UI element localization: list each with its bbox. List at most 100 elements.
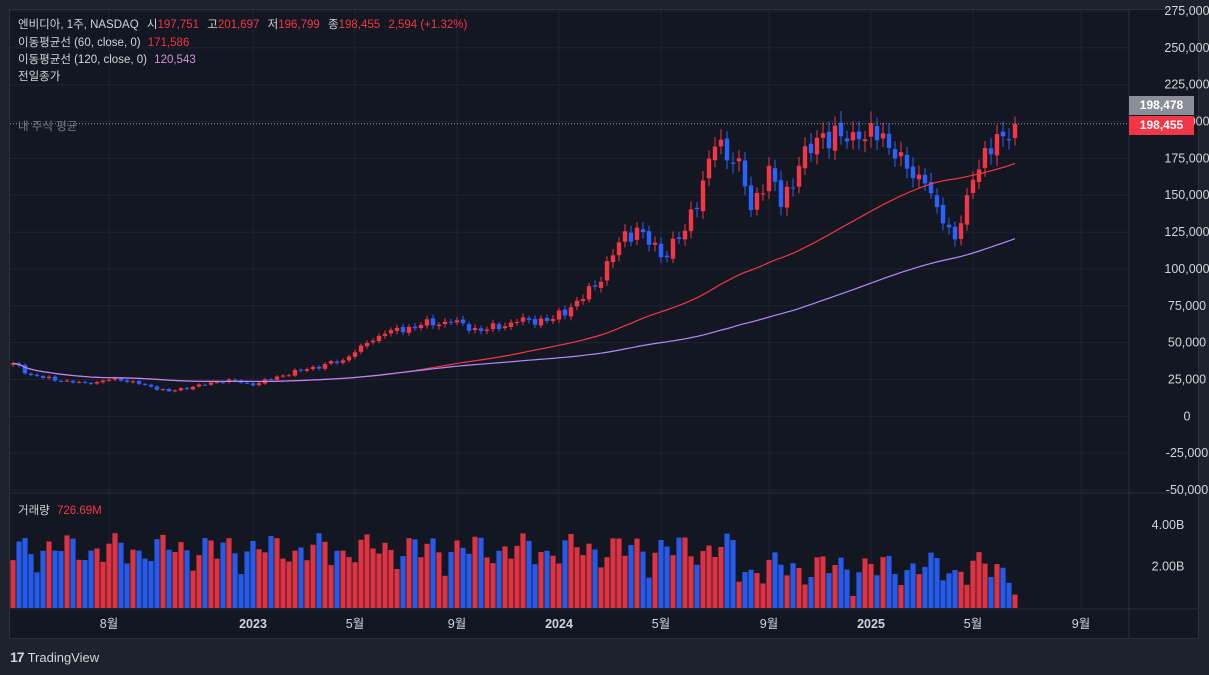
volume-bar <box>178 542 184 608</box>
candle-body <box>964 195 970 225</box>
volume-value: 726.69M <box>56 505 102 517</box>
volume-bar <box>28 554 34 608</box>
candle-body <box>166 388 172 392</box>
volume-bar <box>976 552 982 608</box>
volume-bar <box>856 572 862 608</box>
candle-body <box>250 383 256 386</box>
candle-body <box>730 162 736 164</box>
volume-bar <box>478 537 484 608</box>
volume-bar <box>634 538 640 608</box>
candle-body <box>526 318 532 320</box>
volume-bar <box>862 558 868 608</box>
candle-body <box>850 132 856 141</box>
candle-body <box>796 165 802 187</box>
candle-body <box>598 281 604 288</box>
candle-body <box>52 376 58 381</box>
candle-body <box>742 160 748 187</box>
volume-bar <box>244 551 250 608</box>
chart-frame[interactable] <box>9 9 1199 639</box>
volume-bar <box>1012 594 1018 608</box>
volume-bar <box>226 538 232 608</box>
volume-bar <box>520 533 526 608</box>
volume-bar <box>802 584 808 608</box>
volume-bar <box>526 540 532 608</box>
time-tick-label: 5월 <box>652 617 670 631</box>
volume-bar <box>832 564 838 608</box>
candle-body <box>988 148 994 155</box>
volume-bar <box>640 551 646 608</box>
price-tick-label: 250,000 <box>1164 41 1209 55</box>
candle-body <box>112 377 118 380</box>
prev-close-legend[interactable]: 전일종가 <box>18 71 61 83</box>
my-avg-price-tag: 198,478 <box>1129 96 1194 115</box>
volume-bar <box>868 563 874 608</box>
volume-bar <box>274 538 280 608</box>
volume-bar <box>328 565 334 608</box>
volume-bar <box>988 576 994 608</box>
volume-bar <box>544 550 550 608</box>
volume-bar <box>946 573 952 608</box>
my-average-label: 내 주식 평균 <box>18 121 78 133</box>
ma60-line <box>12 162 1016 383</box>
candle-body <box>208 382 214 385</box>
candle-body <box>88 382 94 384</box>
close-value: 198,455 <box>338 19 381 31</box>
price-tick-label: 150,000 <box>1164 188 1209 202</box>
volume-bar <box>880 557 886 608</box>
volume-bar <box>676 537 682 608</box>
candle-body <box>34 374 40 376</box>
volume-bar <box>88 550 94 608</box>
candle-body <box>214 382 220 384</box>
volume-bar <box>118 542 124 608</box>
candle-body <box>808 143 814 154</box>
candle-body <box>838 122 844 137</box>
candle-body <box>340 360 346 363</box>
candle-body <box>490 323 496 330</box>
candle-body <box>700 180 706 212</box>
symbol-label: 엔비디아, 1주, NASDAQ <box>18 19 139 31</box>
volume-bar <box>190 570 196 608</box>
time-tick-label: 5월 <box>346 617 364 631</box>
candle-body <box>148 384 154 387</box>
volume-bar <box>418 557 424 608</box>
candle-body <box>358 345 364 352</box>
candle-body <box>640 229 646 233</box>
volume-bar <box>376 553 382 608</box>
candle-body <box>940 204 946 224</box>
candle-body <box>874 125 880 141</box>
volume-legend[interactable]: 거래량 726.69M <box>18 505 102 517</box>
volume-bar <box>1000 567 1006 608</box>
price-tick-label: 100,000 <box>1164 262 1209 276</box>
candle-body <box>472 327 478 331</box>
volume-bar <box>970 560 976 608</box>
candle-body <box>1012 123 1018 139</box>
candle-body <box>610 255 616 263</box>
candle-body <box>28 373 34 376</box>
high-value: 201,697 <box>217 19 260 31</box>
ma120-legend[interactable]: 이동평균선 (120, close, 0) 120,543 <box>18 54 196 66</box>
volume-bar <box>748 569 754 608</box>
candle-body <box>220 382 226 384</box>
candle-body <box>934 195 940 208</box>
candle-body <box>550 319 556 322</box>
tradingview-mark-icon: 17 <box>10 649 25 665</box>
volume-bar <box>910 563 916 608</box>
tradingview-logo[interactable]: 17 TradingView <box>10 649 99 665</box>
candle-body <box>316 366 322 369</box>
volume-bar <box>670 555 676 608</box>
volume-bar <box>952 570 958 608</box>
candle-body <box>616 242 622 256</box>
volume-bar <box>694 564 700 608</box>
volume-bar <box>628 544 634 608</box>
volume-bar <box>250 540 256 608</box>
volume-bar <box>262 552 268 608</box>
ma60-legend[interactable]: 이동평균선 (60, close, 0) 171,586 <box>18 37 190 49</box>
price-tick-label: -25,000 <box>1166 446 1208 460</box>
candle-body <box>1006 139 1012 141</box>
candle-body <box>928 182 934 194</box>
ma120-line <box>12 238 1016 383</box>
candle-body <box>400 327 406 333</box>
volume-bar <box>718 546 724 608</box>
candle-body <box>778 180 784 208</box>
